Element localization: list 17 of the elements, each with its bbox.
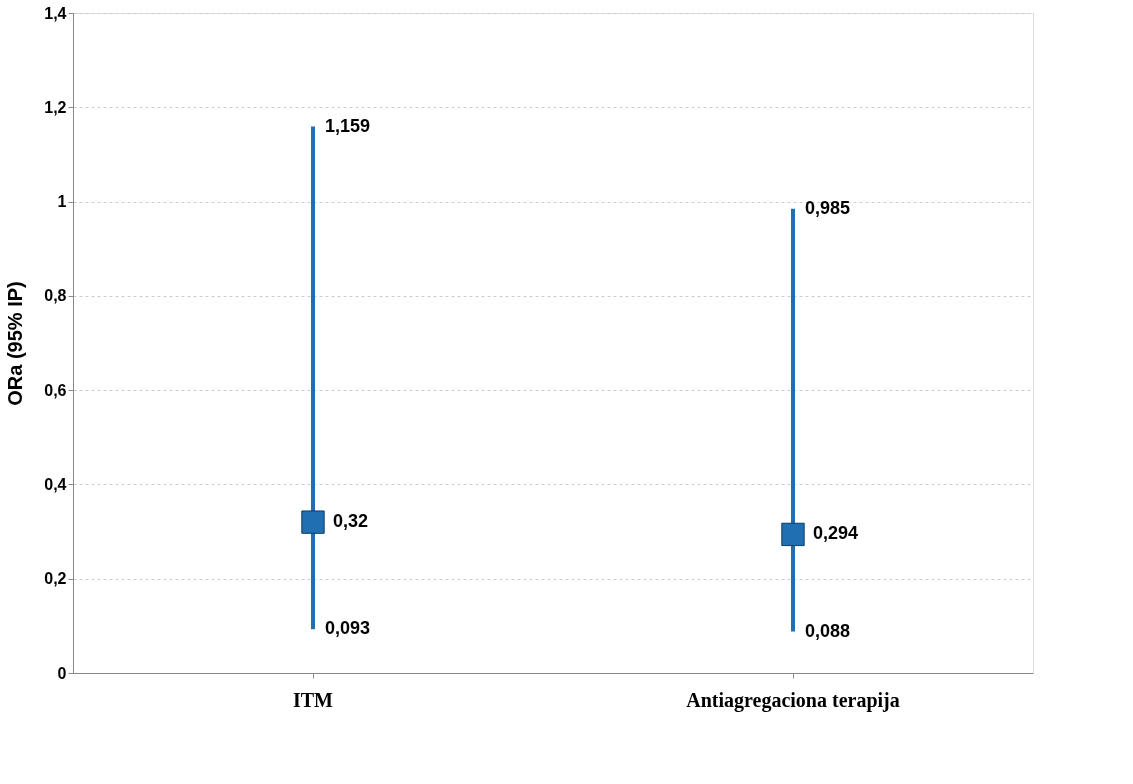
y-axis-title: ORa (95% IP): [4, 281, 27, 406]
data-label: 0,294: [813, 523, 859, 544]
annotation: 0,088: [805, 620, 851, 641]
x-tick-label: ITM: [293, 688, 334, 711]
annotation: 0,093: [325, 618, 371, 639]
y-tick-label: 1: [57, 193, 67, 211]
y-tick-label: 0: [57, 664, 67, 682]
y-tick-label: 0,4: [44, 475, 67, 493]
annotation: 1,159: [325, 115, 371, 136]
y-tick-label: 0,2: [44, 570, 67, 588]
y-tick-label: 1,2: [44, 98, 67, 116]
annotation: 0,985: [805, 197, 851, 218]
y-tick-label: 0,6: [44, 381, 67, 399]
x-tick-label: Antiagregaciona terapija: [686, 688, 900, 712]
y-tick-label: 0,8: [44, 287, 67, 305]
data-label: 0,32: [333, 511, 369, 532]
y-tick-label: 1,4: [44, 4, 67, 22]
